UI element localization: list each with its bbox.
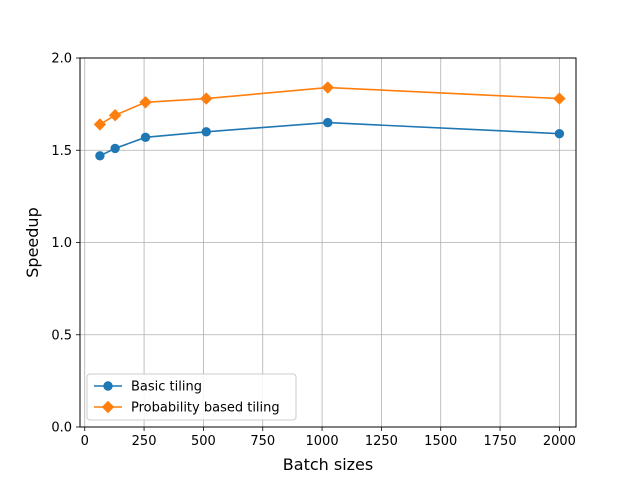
- x-tick-label: 1000: [306, 434, 339, 449]
- x-tick-label: 750: [250, 434, 275, 449]
- y-tick-label: 0.5: [51, 328, 72, 343]
- y-tick-label: 2.0: [51, 52, 72, 67]
- legend-marker: [101, 400, 115, 414]
- x-tick-label: 250: [132, 434, 157, 449]
- legend: Basic tiling Probability based tiling: [86, 373, 297, 421]
- x-axis-label: Batch sizes: [283, 455, 373, 474]
- data-point: [93, 118, 107, 131]
- x-tick-label: 0: [81, 434, 89, 449]
- data-point: [554, 128, 565, 139]
- legend-marker: [103, 381, 113, 391]
- data-point: [140, 132, 151, 143]
- x-tick-label: 2000: [543, 434, 576, 449]
- series-1: [95, 117, 565, 161]
- data-point: [95, 151, 105, 161]
- data-point: [553, 92, 566, 105]
- data-point: [110, 143, 120, 154]
- y-tick-label: 1.0: [51, 236, 72, 251]
- series-2: [93, 81, 566, 131]
- x-tick-label: 1500: [424, 434, 457, 449]
- y-tick-label: 0.0: [51, 421, 72, 436]
- x-tick-label: 1250: [365, 434, 398, 449]
- data-point: [201, 127, 211, 137]
- x-tick-label: 500: [191, 434, 216, 449]
- axis-ticks: 0 250 500 750 1000 1250 1500 1750 2000 0.0 0.5 1.0 1…: [51, 52, 576, 450]
- legend-entry: Probability based tiling: [94, 401, 280, 416]
- legend-entry: Basic tiling: [94, 380, 202, 395]
- legend-box: [86, 373, 297, 421]
- x-tick-label: 1750: [484, 434, 517, 449]
- data-point: [321, 81, 334, 94]
- y-tick-label: 1.5: [51, 144, 72, 159]
- data-point: [323, 117, 333, 128]
- series-layer: [93, 81, 566, 161]
- data-point: [200, 92, 213, 105]
- legend-label: Basic tiling: [131, 380, 202, 395]
- legend-label: Probability based tiling: [131, 401, 280, 416]
- data-point: [139, 96, 152, 109]
- y-axis-label: Speedup: [23, 207, 42, 277]
- data-point: [108, 108, 122, 122]
